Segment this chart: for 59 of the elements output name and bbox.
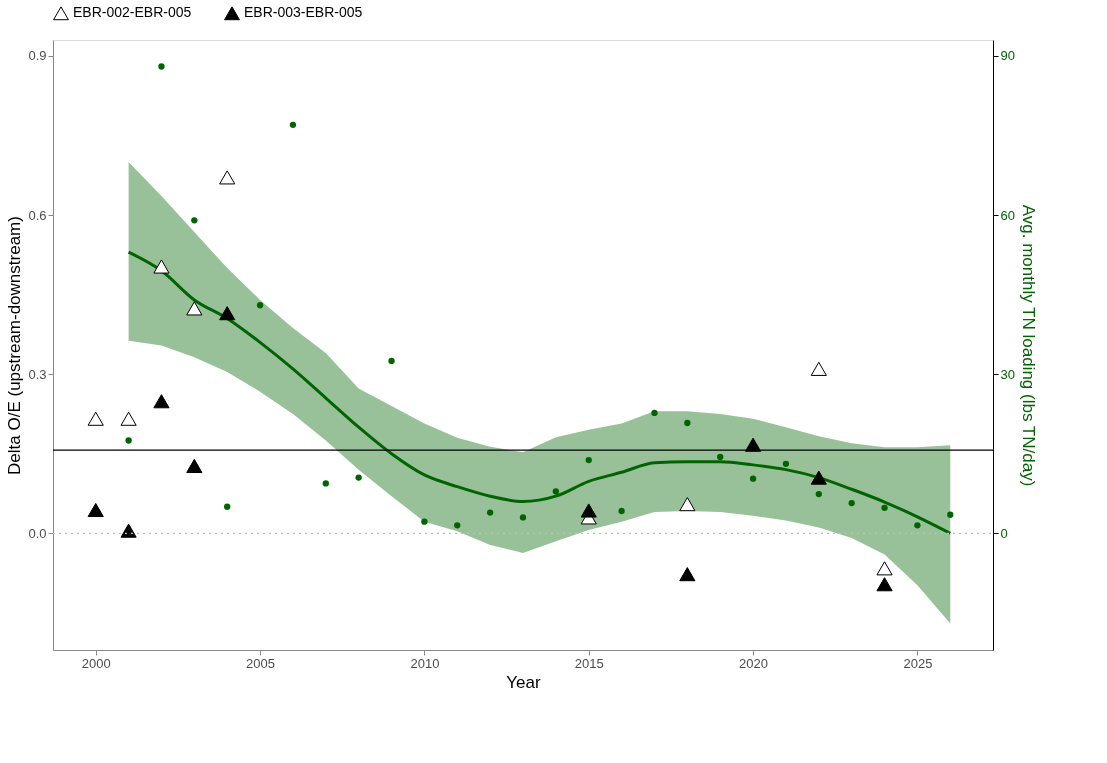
point (224, 503, 231, 510)
y-tick-label: 0.3 (28, 366, 47, 382)
y2-axis-title: Avg. monthly TN loading (lbs TN/day) (1018, 204, 1038, 487)
point (679, 567, 696, 582)
point (749, 475, 757, 482)
point (421, 518, 428, 525)
point (454, 522, 461, 529)
point (679, 497, 696, 512)
point (186, 458, 203, 474)
point (355, 474, 362, 481)
y2-tick-label: 90 (1000, 48, 1015, 64)
point (256, 302, 264, 309)
x-tick-label: 2020 (739, 655, 769, 671)
point (914, 522, 921, 529)
legend-label: EBR-003-EBR-005 (244, 4, 363, 21)
point (947, 511, 954, 518)
point (322, 480, 329, 487)
x-tick-label: 2000 (81, 655, 111, 671)
x-tick-label: 2005 (246, 655, 276, 671)
point (289, 121, 297, 129)
legend-label: EBR-002-EBR-005 (73, 4, 192, 21)
point (651, 409, 658, 417)
point (158, 63, 165, 70)
point (388, 357, 395, 365)
y-tick-label: 0.6 (28, 207, 47, 223)
point (552, 488, 560, 495)
x-tick-label: 2015 (574, 655, 604, 671)
point (585, 456, 592, 464)
y-tick-label: 0.9 (28, 48, 47, 64)
point (815, 490, 822, 498)
line-series (127, 250, 952, 535)
point (153, 259, 170, 274)
point (876, 577, 893, 592)
point (881, 504, 888, 511)
point (120, 523, 137, 538)
point (186, 301, 203, 316)
point (810, 470, 827, 485)
point (519, 514, 527, 521)
y2-tick-label: 0 (1000, 525, 1008, 541)
x-axis-title: Year (506, 672, 542, 692)
y2-tick-label: 30 (1000, 366, 1015, 382)
x-tick-label: 2010 (410, 655, 440, 671)
point (848, 499, 855, 507)
point (717, 453, 724, 461)
y-axis-title: Delta O/E (upstream-downstream) (5, 216, 25, 475)
point (153, 394, 170, 409)
point (125, 437, 132, 444)
y-tick-label: 0.0 (28, 525, 47, 541)
point (191, 217, 198, 224)
point (876, 561, 893, 576)
point (87, 502, 104, 518)
x-tick-label: 2025 (903, 655, 933, 671)
point (219, 306, 236, 321)
point (618, 507, 625, 515)
point (486, 509, 494, 516)
point (684, 419, 691, 427)
point (580, 503, 597, 518)
y2-tick-label: 60 (1000, 207, 1015, 223)
point (782, 460, 790, 467)
